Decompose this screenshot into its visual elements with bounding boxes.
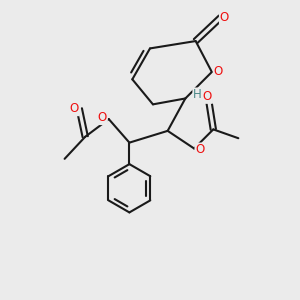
Text: O: O <box>69 102 79 115</box>
Text: H: H <box>193 88 202 101</box>
Text: O: O <box>220 11 229 24</box>
Text: O: O <box>203 90 212 103</box>
Text: O: O <box>98 111 107 124</box>
Text: O: O <box>214 65 223 79</box>
Text: O: O <box>195 143 205 157</box>
